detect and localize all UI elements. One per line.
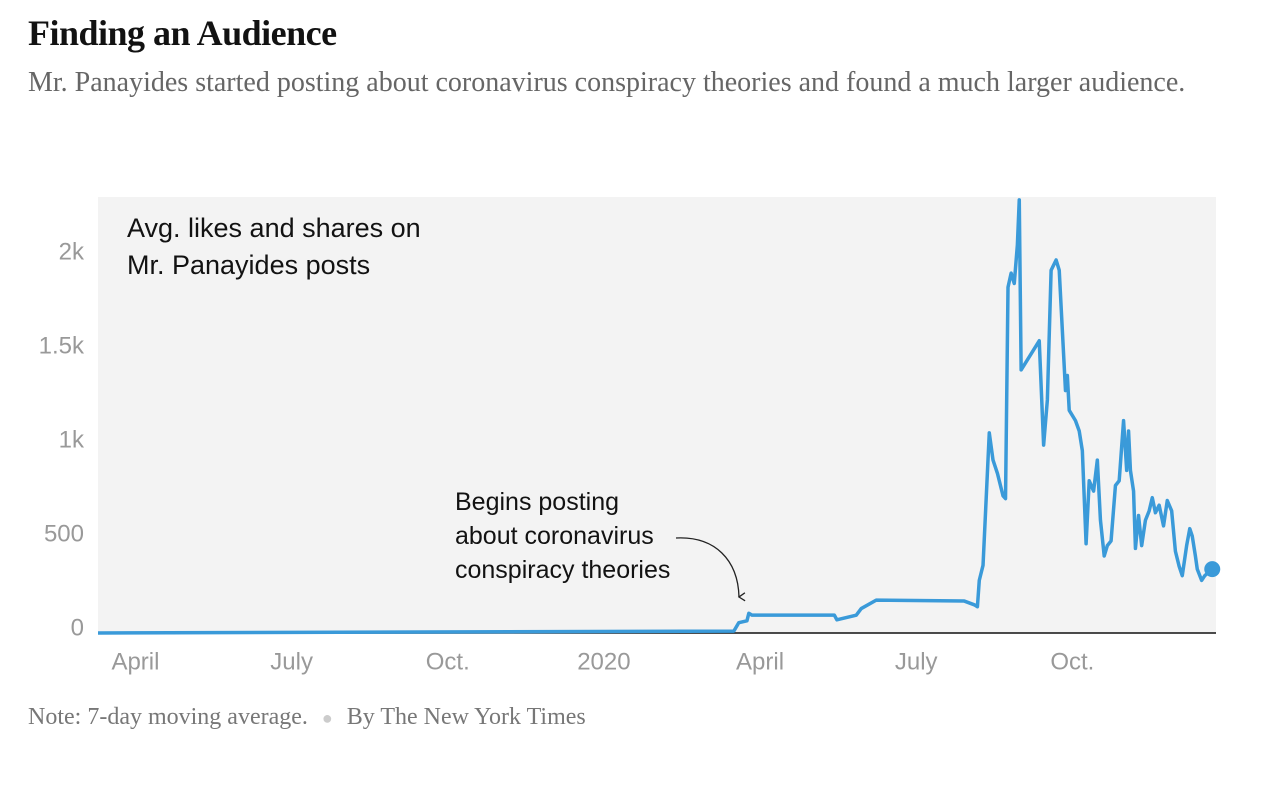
x-tick-label: April	[111, 648, 159, 675]
title: Finding an Audience	[28, 13, 337, 53]
line	[97, 198, 1214, 635]
y-axis-label: Avg. likes and shares on Mr. Panayides p…	[127, 213, 428, 280]
annotation-line: about coronavirus	[455, 522, 654, 550]
annotation: Begins posting about coronavirus conspir…	[455, 488, 670, 584]
y-axis-label-line: Avg. likes and shares on	[127, 213, 421, 243]
x-tick-label: July	[270, 648, 313, 675]
y-tick-label: 1.5k	[39, 332, 85, 359]
separator: ●	[321, 708, 333, 728]
credit: By The New York Times	[346, 704, 586, 730]
y-tick-label: 2k	[59, 238, 85, 265]
annotation-arrow	[675, 537, 746, 602]
y-axis-label-line: Mr. Panayides posts	[127, 250, 370, 280]
note: Note: 7-day moving average.	[28, 704, 308, 730]
annotation-line: conspiracy theories	[455, 556, 670, 584]
y-tick-label: 500	[44, 520, 84, 547]
x-tick-label: 2020	[577, 648, 630, 675]
x-tick-label: April	[736, 648, 784, 675]
plot-background	[98, 197, 1216, 633]
end-point	[1204, 561, 1221, 578]
footer: Note: 7-day moving average. ● By The New Y…	[28, 704, 586, 731]
subtitle: Mr. Panayides started posting about coro…	[28, 67, 1186, 98]
y-tick-label: 0	[71, 614, 84, 641]
x-tick-label: Oct.	[426, 648, 470, 675]
y-tick-label: 1k	[59, 426, 85, 453]
annotation-line: Begins posting	[455, 488, 619, 516]
x-tick-label: July	[895, 648, 938, 675]
x-tick-label: Oct.	[1050, 648, 1094, 675]
